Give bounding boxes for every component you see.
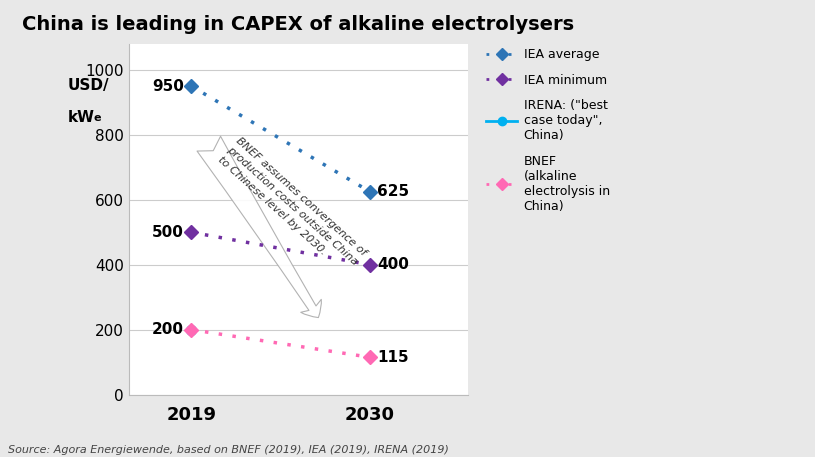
Text: 950: 950	[152, 79, 184, 94]
Text: 115: 115	[377, 350, 408, 365]
Text: Source: Agora Energiewende, based on BNEF (2019), IEA (2019), IRENA (2019): Source: Agora Energiewende, based on BNE…	[8, 445, 449, 455]
Text: BNEF assumes convergence of
production costs outside China
to Chinese level by 2: BNEF assumes convergence of production c…	[216, 135, 368, 277]
Text: 625: 625	[377, 184, 409, 199]
Text: 500: 500	[152, 225, 184, 240]
Text: e: e	[93, 113, 100, 123]
Text: kW: kW	[68, 110, 95, 125]
FancyArrowPatch shape	[197, 136, 321, 318]
Legend: IEA average, IEA minimum, IRENA: ("best
case today",
China), BNEF
(alkaline
elec: IEA average, IEA minimum, IRENA: ("best …	[481, 43, 615, 218]
Title: China is leading in CAPEX of alkaline electrolysers: China is leading in CAPEX of alkaline el…	[22, 15, 575, 34]
Text: USD/: USD/	[68, 79, 109, 94]
Text: 200: 200	[152, 322, 184, 337]
Text: 400: 400	[377, 257, 409, 272]
